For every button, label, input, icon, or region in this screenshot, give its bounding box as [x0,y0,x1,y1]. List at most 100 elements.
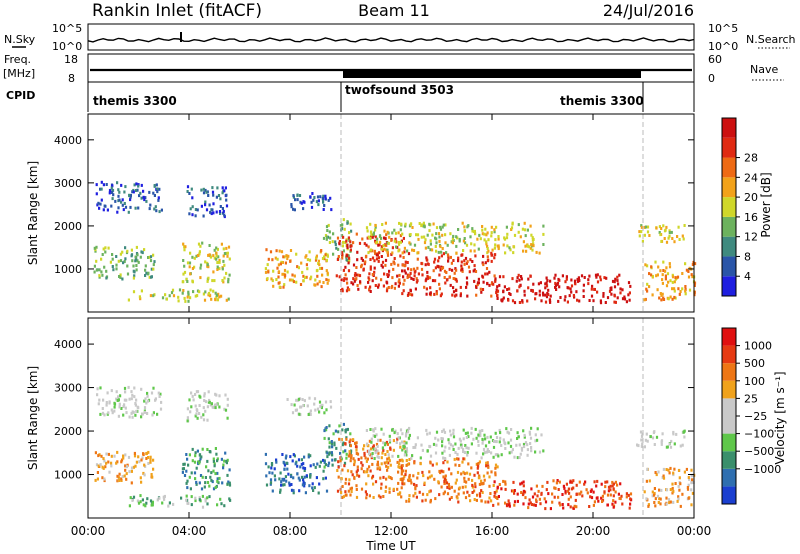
echo-cell [338,240,341,243]
echo-cell [183,296,186,300]
echo-cell [383,443,387,447]
echo-cell [403,278,406,282]
echo-cell [559,503,562,507]
echo-cell [464,256,468,260]
echo-cell [451,268,454,272]
echo-cell [547,288,550,292]
echo-cell [402,444,405,448]
echo-cell [156,412,159,416]
echo-cell [209,450,212,454]
echo-cell [458,464,461,467]
echo-region [181,447,232,491]
colorbar-swatch [722,380,736,399]
echo-cell [375,276,378,280]
echo-cell [461,221,464,225]
echo-cell [500,487,503,491]
echo-cell [487,450,490,453]
echo-cell [212,254,215,258]
echo-cell [151,500,154,504]
echo-cell [658,231,661,234]
echo-cell [483,433,486,437]
echo-cell [110,464,113,468]
echo-cell [661,432,664,436]
echo-cell [374,251,377,255]
echo-cell [302,480,305,484]
echo-cell [643,225,646,229]
echo-cell [313,402,316,406]
echo-cell [206,502,209,506]
echo-cell [372,429,375,433]
echo-cell [359,280,362,284]
echo-cell [331,240,334,244]
echo-cell [137,455,140,459]
echo-cell [329,400,332,404]
echo-cell [150,391,154,395]
echo-cell [369,428,372,431]
colorbar-swatch [722,345,736,364]
echo-cell [148,190,151,194]
echo-cell [405,459,408,462]
echo-cell [387,453,390,457]
echo-cell [397,470,400,474]
echo-cell [435,462,438,466]
echo-cell [509,444,513,448]
echo-cell [549,300,552,304]
echo-cell [596,290,599,294]
echo-cell [445,251,448,255]
echo-cell [283,268,287,272]
echo-cell [575,290,578,294]
echo-cell [453,489,456,493]
echo-cell [396,432,399,436]
echo-cell [619,482,622,486]
echo-cell [609,488,612,492]
echo-cell [673,287,676,291]
echo-cell [282,255,285,259]
echo-cell [315,476,318,480]
echo-cell [350,244,353,248]
echo-cell [488,496,491,500]
echo-cell [510,450,513,454]
echo-cell [394,282,397,286]
echo-cell [99,412,102,416]
echo-cell [227,245,231,249]
echo-cell [646,230,650,234]
echo-cell [119,252,122,256]
echo-cell [385,280,388,284]
echo-cell [471,227,474,231]
echo-cell [119,276,122,279]
echo-cell [381,446,384,450]
echo-cell [110,204,113,208]
echo-cell [153,260,156,264]
echo-cell [397,481,400,485]
echo-cell [214,486,217,489]
echo-cell [537,489,540,493]
echo-cell [402,477,405,481]
echo-cell [587,278,590,282]
echo-cell [271,489,274,493]
echo-cell [187,292,190,296]
echo-cell [102,398,105,402]
echo-cell [490,499,493,503]
echo-cell [486,255,489,259]
echo-cell [504,447,507,450]
echo-cell [139,191,142,195]
echo-cell [391,428,394,432]
echo-cell [316,462,319,466]
echo-cell [378,243,381,247]
echo-cell [447,256,450,260]
echo-cell [146,497,149,501]
echo-cell [97,201,100,205]
echo-cell [216,479,219,483]
echo-cell [181,467,184,471]
nave-label: Nave [750,63,778,76]
echo-cell [601,494,604,498]
echo-cell [426,449,429,453]
echo-cell [153,184,156,188]
echo-cell [648,234,651,237]
echo-cell [503,236,506,240]
echo-cell [205,190,208,194]
echo-cell [522,442,526,446]
echo-cell [675,432,678,436]
echo-cell [144,196,147,200]
echo-cell [195,482,198,486]
